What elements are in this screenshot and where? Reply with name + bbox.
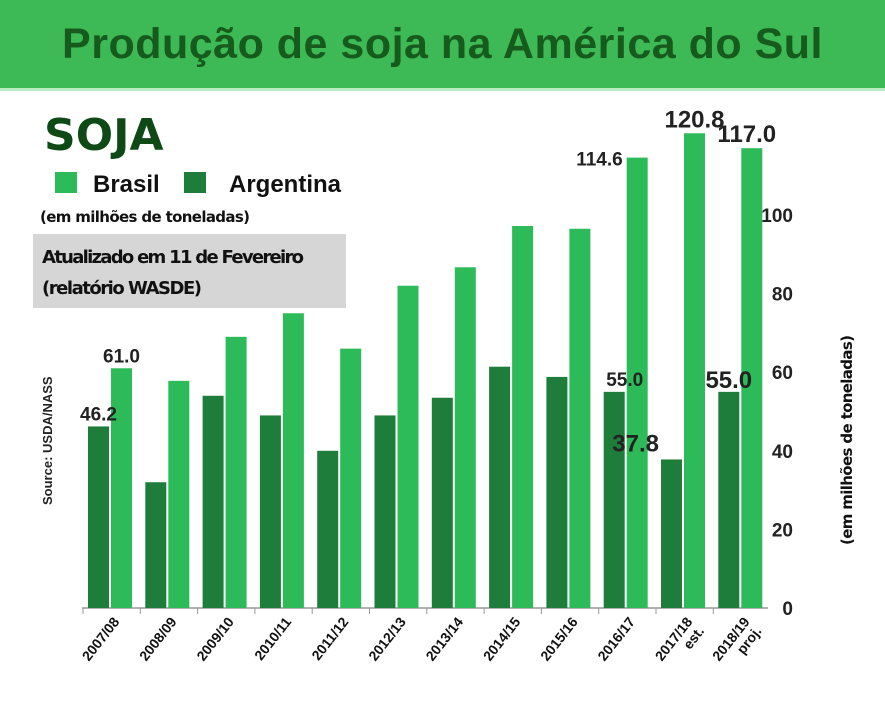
bar-brasil bbox=[111, 368, 132, 608]
x-tick-label: 2007/08 bbox=[79, 614, 123, 664]
bar-brasil bbox=[512, 226, 534, 608]
y-tick-label: 20 bbox=[772, 520, 793, 541]
bar-brasil bbox=[282, 313, 304, 608]
legend-label-brasil: Brasil bbox=[93, 171, 160, 198]
y-tick-label: 100 bbox=[761, 206, 793, 227]
x-tick-label: 2016/17 bbox=[594, 614, 638, 664]
x-tick-label-line: 2010/11 bbox=[251, 614, 294, 663]
bar-brasil bbox=[626, 157, 648, 608]
data-label-argentina: 55.0 bbox=[606, 370, 643, 391]
bar-brasil bbox=[741, 148, 763, 608]
y-tick-label: 60 bbox=[772, 363, 793, 384]
x-tick-label-line: 2016/17 bbox=[594, 614, 638, 664]
bar-brasil bbox=[225, 336, 247, 608]
x-tick-label-line: 2009/10 bbox=[193, 614, 237, 664]
x-tick-label-line: 2013/14 bbox=[422, 614, 466, 664]
data-label-brasil: 61.0 bbox=[103, 346, 140, 367]
x-tick-label-line: 2011/12 bbox=[308, 614, 351, 663]
data-label-argentina: 46.2 bbox=[80, 404, 117, 425]
update-note-line1: Atualizado em 11 de Fevereiro bbox=[42, 247, 304, 268]
bar-argentina bbox=[259, 415, 281, 608]
bar-argentina bbox=[88, 426, 109, 608]
y-tick-label: 40 bbox=[772, 442, 793, 463]
bar-argentina bbox=[546, 376, 568, 608]
legend-label-argentina: Argentina bbox=[229, 171, 342, 198]
bar-argentina bbox=[145, 482, 167, 608]
update-note-line2: (relatório WASDE) bbox=[42, 278, 202, 299]
x-tick-label: 2018/19proj. bbox=[709, 614, 765, 673]
chart-subtitle: (em milhões de toneladas) bbox=[40, 208, 250, 226]
bar-argentina bbox=[603, 391, 625, 608]
x-tick-label: 2011/12 bbox=[308, 614, 351, 663]
x-tick-label-line: 2012/13 bbox=[365, 614, 409, 664]
x-tick-label-line: 2014/15 bbox=[480, 614, 524, 664]
bar-brasil bbox=[684, 133, 705, 609]
bar-argentina bbox=[718, 391, 740, 608]
data-label-argentina: 55.0 bbox=[705, 367, 752, 394]
bar-brasil bbox=[454, 267, 476, 608]
bar-argentina bbox=[374, 415, 396, 608]
title-banner: Produção de soja na América do Sul bbox=[0, 0, 885, 91]
x-tick-label: 2009/10 bbox=[193, 614, 237, 664]
x-tick-label: 2008/09 bbox=[136, 614, 180, 664]
data-label-brasil: 114.6 bbox=[576, 150, 623, 171]
x-tick-label-line: 2015/16 bbox=[537, 614, 581, 664]
x-tick-label: 2010/11 bbox=[251, 614, 294, 663]
bar-brasil bbox=[340, 348, 362, 608]
data-label-brasil: 120.8 bbox=[664, 106, 724, 133]
data-label-argentina: 37.8 bbox=[612, 430, 659, 457]
source-label: Source: USDA/NASS bbox=[40, 376, 55, 505]
chart-title: SOJA bbox=[44, 110, 164, 161]
bar-brasil bbox=[168, 380, 190, 608]
x-tick-label-line: 2007/08 bbox=[79, 614, 123, 664]
x-tick-label: 2014/15 bbox=[480, 614, 524, 664]
bar-brasil bbox=[569, 228, 591, 608]
legend-swatch-brasil bbox=[55, 172, 77, 193]
x-tick-label-line: 2008/09 bbox=[136, 614, 180, 664]
y-tick-label: 0 bbox=[782, 599, 793, 620]
bar-argentina bbox=[317, 450, 339, 608]
bar-argentina bbox=[661, 459, 682, 608]
page-title: Produção de soja na América do Sul bbox=[62, 20, 823, 68]
bar-argentina bbox=[202, 395, 224, 608]
x-tick-label: 2013/14 bbox=[422, 614, 466, 664]
legend-swatch-argentina bbox=[184, 172, 206, 193]
bar-argentina bbox=[431, 397, 453, 608]
update-note-box bbox=[33, 234, 346, 308]
bar-argentina bbox=[489, 366, 511, 608]
bar-brasil bbox=[397, 285, 419, 608]
x-tick-label: 2017/18est. bbox=[652, 614, 708, 673]
x-tick-label: 2015/16 bbox=[537, 614, 581, 664]
y-tick-label: 80 bbox=[772, 285, 793, 306]
x-tick-label: 2012/13 bbox=[365, 614, 409, 664]
data-label-brasil: 117.0 bbox=[717, 121, 776, 148]
y-axis-label: (em milhões de toneladas) bbox=[838, 335, 856, 545]
